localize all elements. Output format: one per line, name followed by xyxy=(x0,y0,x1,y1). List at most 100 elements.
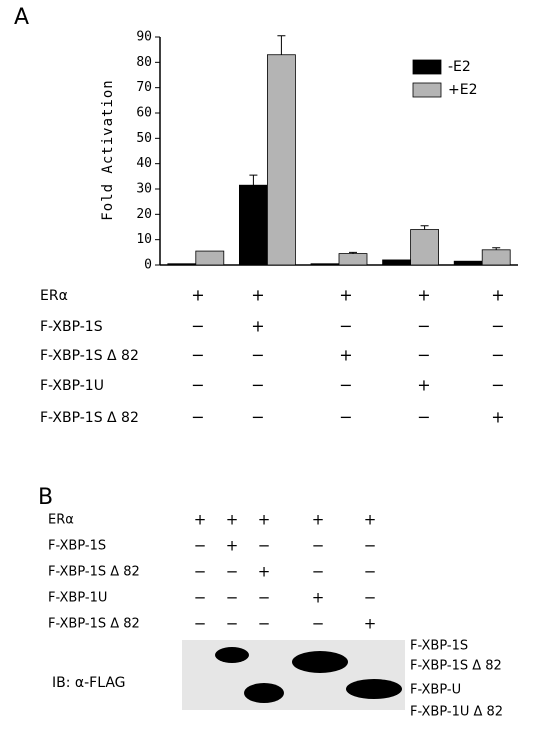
condition-mark: − xyxy=(194,537,207,555)
panel-label: B xyxy=(38,485,53,510)
panel-label: A xyxy=(14,5,29,30)
condition-mark: − xyxy=(251,346,264,365)
condition-mark: + xyxy=(258,563,271,581)
condition-label: F-XBP-1S xyxy=(40,319,103,335)
blot-band xyxy=(292,651,348,673)
y-tick-label: 70 xyxy=(136,80,152,95)
y-tick-label: 0 xyxy=(144,258,152,273)
bar xyxy=(383,260,411,265)
condition-mark: − xyxy=(194,563,207,581)
condition-label: F-XBP-1S Δ 82 xyxy=(48,617,140,632)
condition-label: F-XBP-1S Δ 82 xyxy=(48,565,140,580)
condition-label: F-XBP-1S Δ 82 xyxy=(40,410,139,426)
y-tick-label: 80 xyxy=(136,55,152,70)
condition-mark: − xyxy=(312,537,325,555)
condition-mark: − xyxy=(191,376,204,395)
condition-mark: − xyxy=(339,376,352,395)
condition-mark: − xyxy=(364,537,377,555)
condition-mark: − xyxy=(258,537,271,555)
condition-mark: + xyxy=(339,286,352,305)
condition-mark: + xyxy=(339,346,352,365)
condition-mark: + xyxy=(191,286,204,305)
condition-mark: − xyxy=(339,317,352,336)
legend-swatch xyxy=(413,60,441,74)
condition-mark: + xyxy=(226,511,239,529)
condition-mark: − xyxy=(251,376,264,395)
band-label: F-XBP-U xyxy=(410,683,461,698)
bar xyxy=(311,264,339,265)
condition-mark: + xyxy=(312,511,325,529)
blot xyxy=(182,640,405,710)
condition-mark: − xyxy=(258,615,271,633)
condition-mark: + xyxy=(312,589,325,607)
legend-label: +E2 xyxy=(448,82,477,98)
condition-mark: − xyxy=(491,317,504,336)
condition-mark: − xyxy=(194,589,207,607)
condition-mark: + xyxy=(491,286,504,305)
condition-mark: − xyxy=(194,615,207,633)
condition-mark: + xyxy=(258,511,271,529)
legend-swatch xyxy=(413,83,441,97)
condition-mark: − xyxy=(191,346,204,365)
band-label: F-XBP-1U Δ 82 xyxy=(410,705,503,720)
bar xyxy=(239,185,267,265)
bar xyxy=(196,251,224,265)
error-bar xyxy=(421,226,429,230)
condition-label: ERα xyxy=(48,513,74,528)
error-bar xyxy=(277,36,285,55)
condition-mark: − xyxy=(226,615,239,633)
condition-mark: − xyxy=(417,408,430,427)
y-tick-label: 90 xyxy=(136,30,152,45)
figure: A Fold Activation B IB: α-FLAG 0 10 20 30 40… xyxy=(0,0,548,730)
y-axis-label: Fold Activation xyxy=(100,79,116,220)
bar xyxy=(267,55,295,265)
condition-mark: + xyxy=(364,615,377,633)
condition-mark: − xyxy=(226,563,239,581)
condition-mark: − xyxy=(191,408,204,427)
condition-mark: + xyxy=(364,511,377,529)
error-bar xyxy=(249,175,257,185)
bar xyxy=(482,250,510,265)
bar xyxy=(339,254,367,265)
condition-label: F-XBP-1U xyxy=(48,591,107,606)
condition-mark: + xyxy=(491,408,504,427)
band-label: F-XBP-1S Δ 82 xyxy=(410,659,502,674)
condition-mark: − xyxy=(251,408,264,427)
legend-label: -E2 xyxy=(448,59,471,75)
blot-band xyxy=(346,679,402,699)
y-tick-label: 50 xyxy=(136,131,152,146)
blot-band xyxy=(244,683,284,703)
condition-label: ERα xyxy=(40,288,68,304)
antibody-label: IB: α-FLAG xyxy=(52,675,126,691)
y-tick-label: 30 xyxy=(136,182,152,197)
condition-mark: − xyxy=(258,589,271,607)
condition-mark: − xyxy=(339,408,352,427)
condition-mark: + xyxy=(226,537,239,555)
condition-mark: + xyxy=(251,286,264,305)
condition-mark: − xyxy=(312,615,325,633)
condition-label: F-XBP-1U xyxy=(40,378,104,394)
bar xyxy=(454,261,482,265)
condition-mark: − xyxy=(417,317,430,336)
condition-mark: − xyxy=(491,376,504,395)
blot-band xyxy=(215,647,249,663)
condition-mark: − xyxy=(491,346,504,365)
condition-mark: − xyxy=(364,563,377,581)
y-tick-label: 20 xyxy=(136,207,152,222)
band-label: F-XBP-1S xyxy=(410,639,468,654)
condition-mark: − xyxy=(312,563,325,581)
y-tick-label: 60 xyxy=(136,106,152,121)
condition-mark: − xyxy=(191,317,204,336)
condition-mark: − xyxy=(417,346,430,365)
bar xyxy=(411,230,439,265)
condition-mark: + xyxy=(251,317,264,336)
y-tick-label: 40 xyxy=(136,156,152,171)
y-tick-label: 10 xyxy=(136,232,152,247)
condition-mark: − xyxy=(364,589,377,607)
condition-mark: − xyxy=(226,589,239,607)
condition-label: F-XBP-1S xyxy=(48,539,106,554)
bar xyxy=(168,264,196,265)
condition-label: F-XBP-1S Δ 82 xyxy=(40,348,139,364)
condition-mark: + xyxy=(417,286,430,305)
condition-mark: + xyxy=(194,511,207,529)
